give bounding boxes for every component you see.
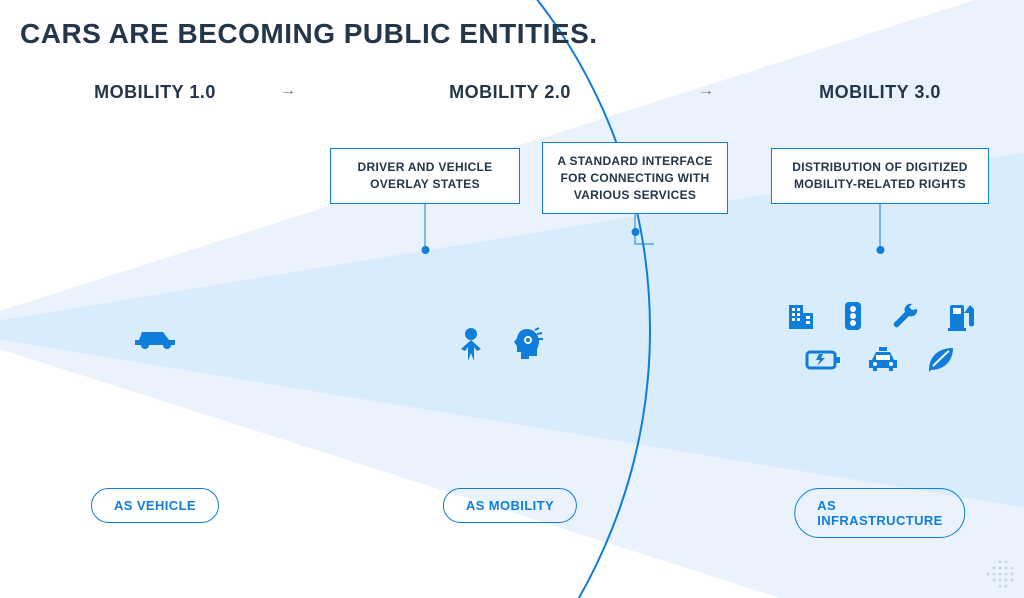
pill-col3: AS INFRASTRUCTURE	[794, 488, 965, 538]
taxi-icon	[867, 346, 899, 374]
connector-col3	[880, 200, 881, 250]
fuel-icon	[947, 301, 975, 331]
arrow-2: →	[698, 82, 714, 100]
pill-col2: AS MOBILITY	[443, 488, 577, 523]
col2-icons	[457, 326, 543, 362]
page-title: CARS ARE BECOMING PUBLIC ENTITIES.	[20, 18, 598, 50]
connector-col2-b-hook	[630, 228, 660, 258]
col3-icon-row-1	[785, 300, 975, 332]
person-icon	[457, 327, 485, 361]
col2-header: MOBILITY 2.0	[449, 82, 571, 103]
car-icon	[133, 326, 177, 350]
arrow-1: →	[280, 82, 296, 100]
callout-col2-b: A STANDARD INTERFACEFOR CONNECTING WITHV…	[542, 142, 728, 214]
ai-head-icon	[507, 326, 543, 362]
battery-icon	[805, 348, 841, 372]
wrench-icon	[891, 301, 921, 331]
col1-icons	[133, 326, 177, 350]
col1-header: MOBILITY 1.0	[94, 82, 216, 103]
connector-col2-a	[425, 200, 426, 250]
callout-col3: DISTRIBUTION OF DIGITIZEDMOBILITY-RELATE…	[771, 148, 989, 204]
col3-icons	[785, 300, 975, 374]
corner-decoration	[982, 556, 1018, 592]
pill-col1: AS VEHICLE	[91, 488, 219, 523]
col3-header: MOBILITY 3.0	[819, 82, 941, 103]
leaf-icon	[925, 346, 955, 374]
building-icon	[785, 301, 815, 331]
callout-col2-a: DRIVER AND VEHICLEOVERLAY STATES	[330, 148, 520, 204]
col3-icon-row-2	[805, 346, 955, 374]
traffic-light-icon	[841, 300, 865, 332]
